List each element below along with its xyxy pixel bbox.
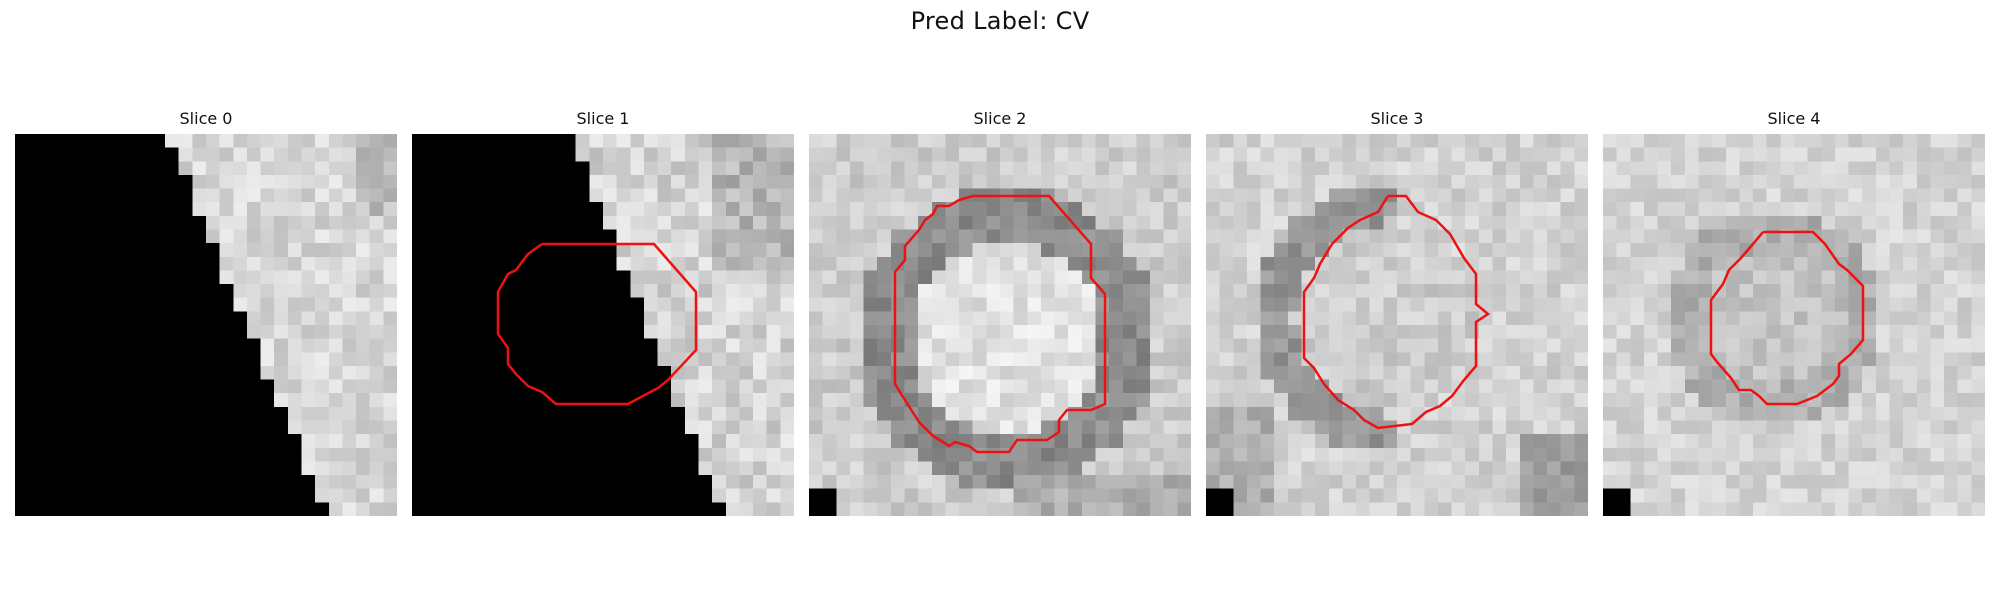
slice-title: Slice 0 bbox=[179, 109, 233, 128]
slice-image bbox=[15, 134, 397, 516]
slice-title: Slice 4 bbox=[1767, 109, 1821, 128]
slice-title: Slice 3 bbox=[1370, 109, 1424, 128]
slice-panel-0: Slice 0 bbox=[15, 108, 397, 516]
slice-image bbox=[412, 134, 794, 516]
slice-image bbox=[1603, 134, 1985, 516]
roi-contour bbox=[1709, 230, 1865, 406]
slice-panel-4: Slice 4 bbox=[1603, 108, 1985, 516]
slice-title: Slice 1 bbox=[576, 109, 630, 128]
slice-panel-1: Slice 1 bbox=[412, 108, 794, 516]
roi-contour bbox=[1302, 194, 1491, 430]
page-title: Pred Label: CV bbox=[910, 7, 1090, 35]
roi-contour bbox=[496, 242, 698, 406]
slice-image bbox=[1206, 134, 1588, 516]
slice-panel-2: Slice 2 bbox=[809, 108, 1191, 516]
slice-title: Slice 2 bbox=[973, 109, 1027, 128]
slice-panel-3: Slice 3 bbox=[1206, 108, 1588, 516]
roi-contour bbox=[893, 194, 1107, 454]
